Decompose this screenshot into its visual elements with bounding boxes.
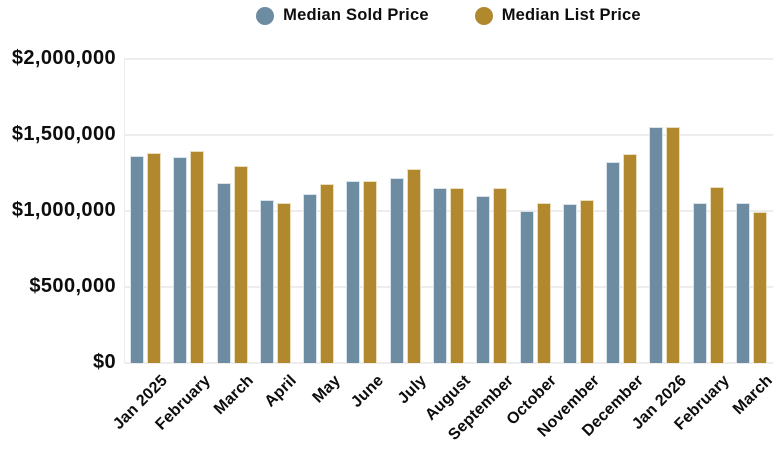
bar-median-sold-price-june[interactable] (346, 180, 361, 363)
bar-median-list-price-march[interactable] (233, 166, 248, 363)
legend-dot-list-icon (474, 6, 493, 25)
y-tick-label: $1,000,000 (11, 199, 116, 221)
bar-median-list-price-jan-2025[interactable] (147, 153, 162, 363)
bar-median-sold-price-october[interactable] (519, 211, 534, 363)
gridline-2000000 (124, 58, 773, 60)
x-tick-label-april: April (261, 372, 301, 411)
bar-median-list-price-october[interactable] (536, 202, 551, 363)
bar-median-list-price-february[interactable] (709, 187, 724, 363)
bar-median-sold-price-april[interactable] (259, 200, 274, 363)
y-tick-label: $500,000 (29, 275, 116, 297)
bar-group-march (730, 59, 773, 363)
bar-median-sold-price-august[interactable] (432, 188, 447, 363)
bar-group-october (513, 59, 556, 363)
bar-median-list-price-june[interactable] (363, 181, 378, 363)
bar-median-list-price-march[interactable] (752, 211, 767, 363)
bar-group-september (470, 59, 513, 363)
bar-median-list-price-september[interactable] (493, 188, 508, 363)
bar-median-list-price-november[interactable] (579, 200, 594, 363)
bar-group-february (167, 59, 210, 363)
bar-median-sold-price-jan-2026[interactable] (649, 127, 664, 363)
gridline-0 (124, 362, 773, 364)
x-tick-label-march: March (730, 372, 777, 419)
bar-group-march (211, 59, 254, 363)
y-tick-label: $0 (92, 351, 116, 373)
bar-group-february (686, 59, 729, 363)
bar-group-jan-2026 (643, 59, 686, 363)
x-tick-label-june: June (347, 372, 387, 412)
gridline-1000000 (124, 210, 773, 212)
bar-median-list-price-february[interactable] (190, 150, 205, 363)
bar-median-sold-price-july[interactable] (389, 177, 404, 363)
bar-median-list-price-jan-2026[interactable] (666, 127, 681, 363)
bar-group-august (427, 59, 470, 363)
legend-dot-sold-icon (256, 6, 275, 25)
legend-item-median-list-price[interactable]: Median List Price (474, 6, 641, 25)
bar-group-november (557, 59, 600, 363)
bar-group-july (384, 59, 427, 363)
bar-median-list-price-july[interactable] (406, 169, 421, 363)
gridline-1500000 (124, 134, 773, 136)
x-tick-label-july: July (395, 372, 431, 408)
bar-median-list-price-may[interactable] (320, 184, 335, 363)
bar-median-sold-price-jan-2025[interactable] (130, 156, 145, 363)
x-tick-label-may: May (309, 372, 344, 407)
plot-area (124, 58, 773, 364)
bar-median-sold-price-february[interactable] (692, 203, 707, 363)
bar-group-may (297, 59, 340, 363)
bar-median-sold-price-september[interactable] (476, 195, 491, 363)
x-tick-label-march: March (211, 372, 258, 419)
bars-row (124, 59, 773, 363)
bar-median-list-price-april[interactable] (276, 203, 291, 363)
gridline-500000 (124, 286, 773, 288)
legend-item-median-sold-price[interactable]: Median Sold Price (256, 6, 429, 25)
bar-median-sold-price-march[interactable] (735, 203, 750, 363)
legend-label-sold: Median Sold Price (283, 6, 429, 24)
bar-median-list-price-august[interactable] (449, 188, 464, 363)
bar-group-april (254, 59, 297, 363)
bar-median-sold-price-december[interactable] (606, 162, 621, 363)
bar-group-june (340, 59, 383, 363)
bar-median-sold-price-may[interactable] (303, 193, 318, 363)
y-tick-label: $2,000,000 (11, 47, 116, 69)
bar-median-list-price-december[interactable] (623, 154, 638, 363)
y-tick-label: $1,500,000 (11, 123, 116, 145)
bar-group-jan-2025 (124, 59, 167, 363)
legend-label-list: Median List Price (501, 6, 641, 24)
bar-median-sold-price-march[interactable] (216, 182, 231, 363)
bar-median-sold-price-february[interactable] (173, 157, 188, 363)
bar-median-sold-price-november[interactable] (562, 204, 577, 363)
chart-legend: Median Sold Price Median List Price (124, 6, 773, 25)
bar-group-december (600, 59, 643, 363)
